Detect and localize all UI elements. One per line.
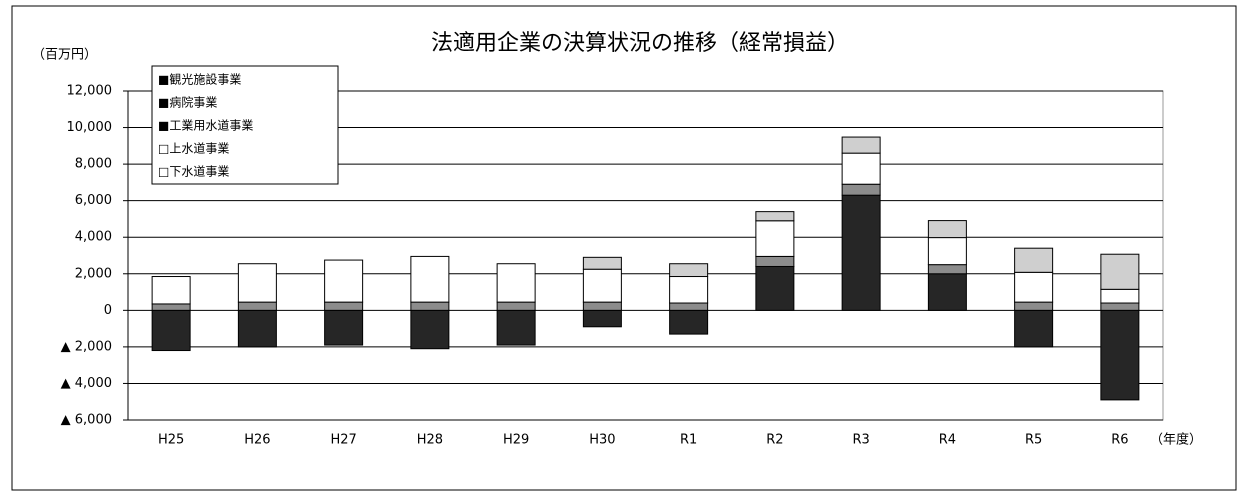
bar-segment (669, 302, 709, 311)
y-tick-label: 12,000 (67, 84, 113, 99)
bar-segment (496, 301, 536, 311)
y-tick-label: 4,000 (75, 230, 112, 245)
bar-segment (927, 264, 967, 275)
y-tick-label: ▲ 4,000 (61, 376, 112, 391)
y-tick-label: ▲ 6,000 (61, 413, 112, 428)
y-tick-label: 6,000 (75, 193, 112, 208)
x-tick-label: H28 (417, 433, 443, 448)
y-tick-label: 0 (104, 303, 112, 318)
bar-segment (1100, 309, 1140, 401)
bar-segment (755, 265, 795, 311)
bar-segment (151, 309, 191, 352)
bar-segment (755, 255, 795, 267)
bar-segment (237, 309, 277, 348)
legend-label: ■工業用水道事業 (158, 119, 253, 133)
bar-segment (1014, 309, 1054, 348)
bar-segment (841, 136, 881, 154)
y-tick-label: 8,000 (75, 157, 112, 172)
frame (11, 5, 1237, 491)
x-tick-label: H27 (330, 433, 356, 448)
bar-segment (496, 263, 536, 303)
bar-segment (1014, 271, 1054, 303)
y-unit: （百万円） (32, 48, 97, 63)
x-tick-label: R4 (939, 433, 956, 448)
x-tick-label: H30 (589, 433, 615, 448)
bar-segment (151, 303, 191, 311)
bar-segment (755, 211, 795, 222)
bar-segment (151, 276, 191, 305)
legend-label: □上水道事業 (158, 142, 229, 156)
bar-segment (410, 309, 450, 350)
y-tick-label: ▲ 2,000 (61, 339, 112, 354)
x-tick-label: R5 (1025, 433, 1042, 448)
bar-segment (1100, 288, 1140, 304)
bar-segment (1014, 301, 1054, 311)
x-tick-label: R3 (852, 433, 869, 448)
y-tick-label: 2,000 (75, 266, 112, 281)
x-tick-label: R6 (1111, 433, 1128, 448)
bar-segment (1100, 302, 1140, 311)
bar-segment (237, 301, 277, 311)
bar-segment (841, 183, 881, 196)
bar-segment (582, 268, 622, 303)
bar-segment (410, 301, 450, 311)
bar-segment (324, 301, 364, 311)
legend-box (151, 65, 339, 185)
x-tick-label: H29 (503, 433, 529, 448)
bar-segment (582, 256, 622, 270)
bar-segment (582, 309, 622, 328)
bar-segment (324, 309, 364, 346)
bar-segment (496, 309, 536, 346)
bar-segment (582, 301, 622, 311)
bar-segment (669, 309, 709, 335)
bar-segment (927, 237, 967, 266)
x-tick-label: H25 (158, 433, 184, 448)
bar-segment (841, 152, 881, 185)
bar-segment (755, 220, 795, 257)
x-unit: （年度） (1150, 432, 1202, 448)
bar-segment (1014, 247, 1054, 273)
chart-title: 法適用企業の決算状況の推移（経常損益） (431, 31, 849, 56)
bar-segment (669, 276, 709, 304)
y-tick-label: 10,000 (67, 120, 113, 135)
legend-label: ■病院事業 (158, 95, 217, 110)
x-tick-label: H26 (244, 433, 270, 448)
bar-segment (927, 220, 967, 239)
bar-segment (237, 263, 277, 303)
bar-segment (669, 263, 709, 278)
bar-segment (1100, 253, 1140, 290)
bar-segment (841, 194, 881, 311)
legend-label: ■観光施設事業 (158, 72, 241, 87)
legend-label: □下水道事業 (158, 165, 229, 179)
x-tick-label: R1 (680, 433, 697, 448)
x-tick-label: R2 (766, 433, 783, 448)
bar-segment (410, 255, 450, 303)
bar-segment (324, 259, 364, 303)
bar-segment (927, 273, 967, 311)
